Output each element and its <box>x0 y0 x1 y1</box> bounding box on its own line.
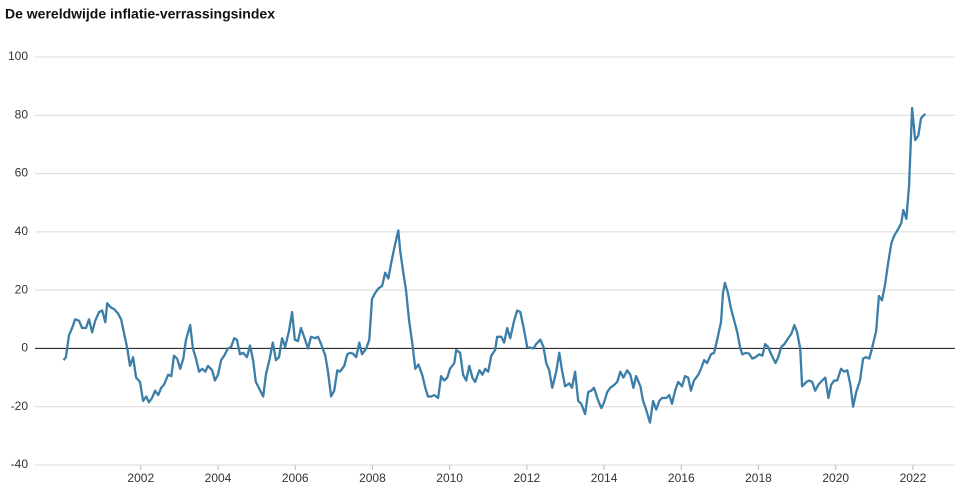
x-tick-label: 2014 <box>591 471 618 485</box>
x-tick-label: 2018 <box>745 471 772 485</box>
y-tick-label: 100 <box>8 49 28 63</box>
y-tick-label: 40 <box>15 224 29 238</box>
x-tick-label: 2012 <box>513 471 540 485</box>
y-tick-label: 60 <box>15 166 29 180</box>
x-tick-label: 2022 <box>900 471 927 485</box>
y-tick-label: 0 <box>21 341 28 355</box>
x-tick-label: 2004 <box>205 471 232 485</box>
x-tick-label: 2010 <box>436 471 463 485</box>
y-tick-label: 80 <box>15 107 29 121</box>
x-tick-label: 2016 <box>668 471 695 485</box>
y-tick-label: -20 <box>11 399 29 413</box>
x-tick-label: 2008 <box>359 471 386 485</box>
x-tick-label: 2020 <box>822 471 849 485</box>
series-line <box>62 106 927 424</box>
x-tick-label: 2002 <box>127 471 154 485</box>
x-tick-label: 2006 <box>282 471 309 485</box>
y-tick-label: -40 <box>11 457 29 471</box>
chart-title: De wereldwijde inflatie-verrassingsindex <box>5 6 275 22</box>
y-tick-label: 20 <box>15 282 29 296</box>
